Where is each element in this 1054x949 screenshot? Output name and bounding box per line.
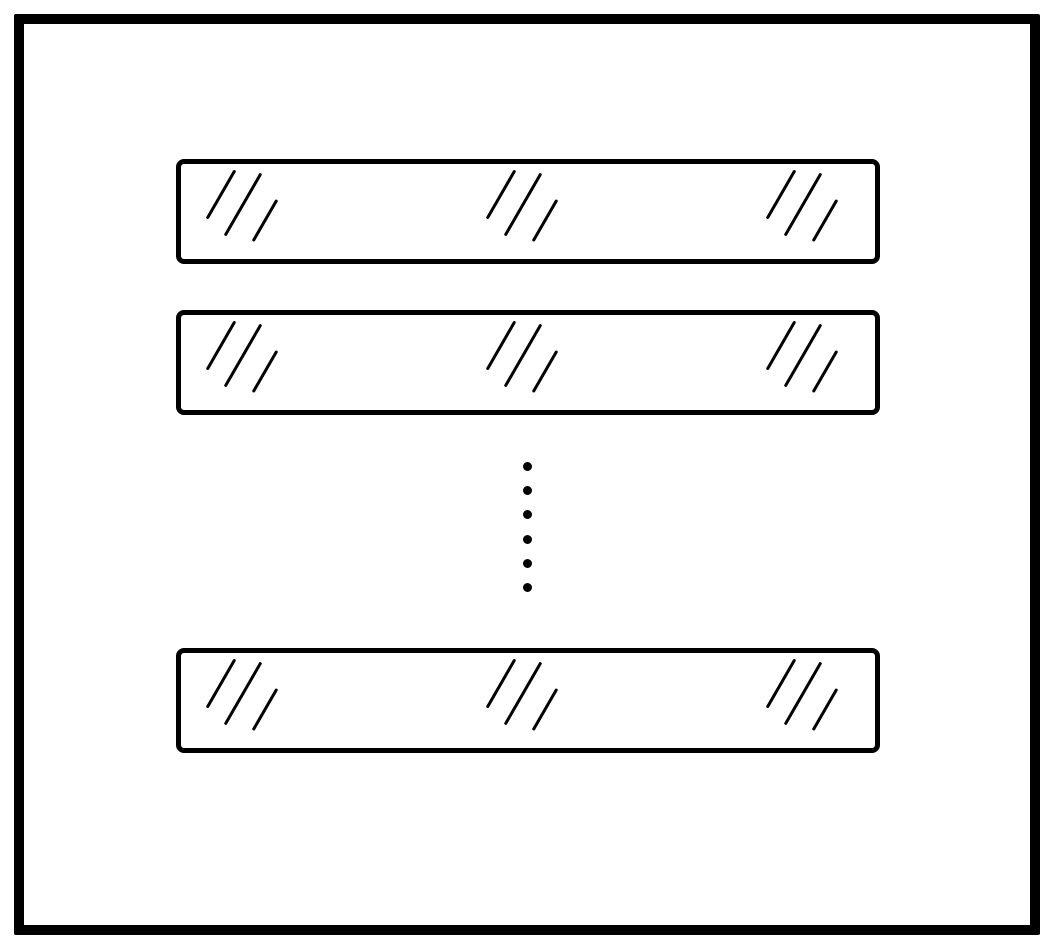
vertical-ellipsis xyxy=(523,462,532,592)
hatch-line xyxy=(812,198,839,241)
hatch-line xyxy=(206,320,237,370)
hatch-line xyxy=(766,658,797,708)
hatch-line xyxy=(812,349,839,392)
ellipsis-dot xyxy=(523,462,532,471)
hatch-line xyxy=(486,169,517,219)
ellipsis-dot xyxy=(523,583,532,592)
glass-bar xyxy=(176,648,880,753)
hatch-line xyxy=(766,169,797,219)
outer-frame xyxy=(14,14,1040,935)
hatch-line xyxy=(252,198,279,241)
hatch-line xyxy=(532,687,559,730)
hatch-line xyxy=(252,349,279,392)
ellipsis-dot xyxy=(523,486,532,495)
hatch-line xyxy=(812,687,839,730)
hatch-line xyxy=(486,320,517,370)
hatch-line xyxy=(486,658,517,708)
hatch-line xyxy=(206,658,237,708)
hatch-line xyxy=(532,349,559,392)
ellipsis-dot xyxy=(523,559,532,568)
glass-bar xyxy=(176,310,880,415)
hatch-line xyxy=(532,198,559,241)
glass-bar xyxy=(176,159,880,264)
hatch-line xyxy=(252,687,279,730)
ellipsis-dot xyxy=(523,535,532,544)
hatch-line xyxy=(766,320,797,370)
ellipsis-dot xyxy=(523,510,532,519)
hatch-line xyxy=(206,169,237,219)
